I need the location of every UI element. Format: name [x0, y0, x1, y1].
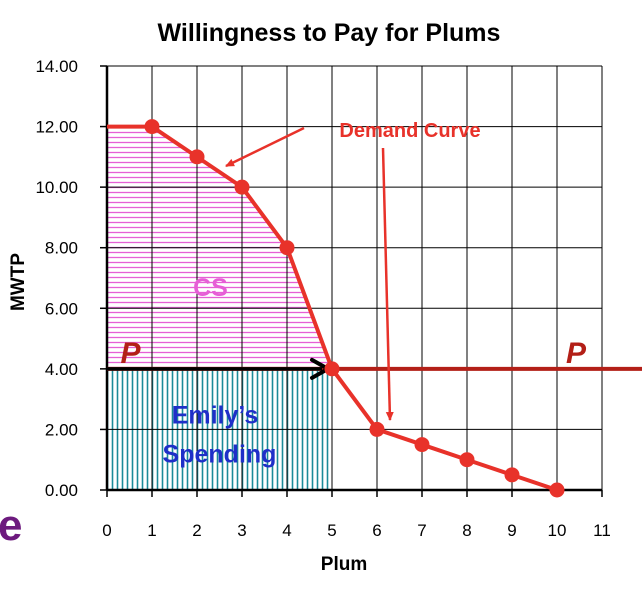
- edge-glyph: e: [0, 501, 22, 550]
- x-tick-label: 0: [102, 521, 111, 540]
- y-tick-label: 12.00: [35, 118, 78, 137]
- demand-callout-arrow-1: [225, 126, 305, 168]
- demand-point: [144, 119, 160, 135]
- y-tick-label: 10.00: [35, 178, 78, 197]
- y-tick-labels: 0.00 2.00 4.00 6.00 8.00 10.00 12.00 14.00: [35, 57, 107, 500]
- x-tick-label: 2: [192, 521, 201, 540]
- x-tick-label: 5: [327, 521, 336, 540]
- y-tick-label: 14.00: [35, 57, 78, 76]
- cs-label: CS: [193, 274, 228, 302]
- demand-point: [234, 179, 250, 195]
- data-series: [107, 119, 642, 498]
- x-tick-label: 6: [372, 521, 381, 540]
- demand-point: [414, 437, 430, 453]
- y-tick-label: 6.00: [45, 299, 78, 318]
- y-tick-label: 2.00: [45, 420, 78, 439]
- grid-lines: [105, 65, 603, 492]
- x-tick-label: 9: [507, 521, 516, 540]
- x-tick-label: 8: [462, 521, 471, 540]
- x-tick-label: 4: [282, 521, 291, 540]
- demand-point: [459, 452, 475, 468]
- x-tick-labels: 0 1 2 3 4 5 6 7 8 9 10 11: [102, 490, 611, 540]
- demand-point: [279, 240, 295, 256]
- x-axis-label: Plum: [321, 554, 367, 575]
- x-tick-label: 3: [237, 521, 246, 540]
- y-tick-label: 8.00: [45, 239, 78, 258]
- y-tick-label: 0.00: [45, 481, 78, 500]
- demand-point: [189, 149, 205, 165]
- demand-point: [369, 421, 385, 437]
- chart-title: Willingness to Pay for Plums: [158, 19, 501, 47]
- spending-label-line1: Emily’s: [172, 401, 259, 429]
- demand-point: [504, 467, 520, 483]
- annotations: Demand Curve P P CS Emily’s Spending: [121, 120, 588, 469]
- y-axis-label: MWTP: [8, 253, 29, 311]
- demand-callout-arrow-2: [381, 147, 394, 421]
- x-tick-label: 11: [593, 521, 611, 540]
- demand-point: [324, 361, 340, 377]
- x-tick-label: 10: [548, 521, 567, 540]
- demand-curve-label: Demand Curve: [339, 120, 480, 142]
- price-label-left: P: [121, 337, 142, 370]
- demand-point: [549, 482, 565, 498]
- x-tick-label: 7: [417, 521, 426, 540]
- price-label-right: P: [566, 337, 587, 370]
- y-tick-label: 4.00: [45, 360, 78, 379]
- spending-label-line2: Spending: [163, 441, 277, 469]
- x-tick-label: 1: [147, 521, 156, 540]
